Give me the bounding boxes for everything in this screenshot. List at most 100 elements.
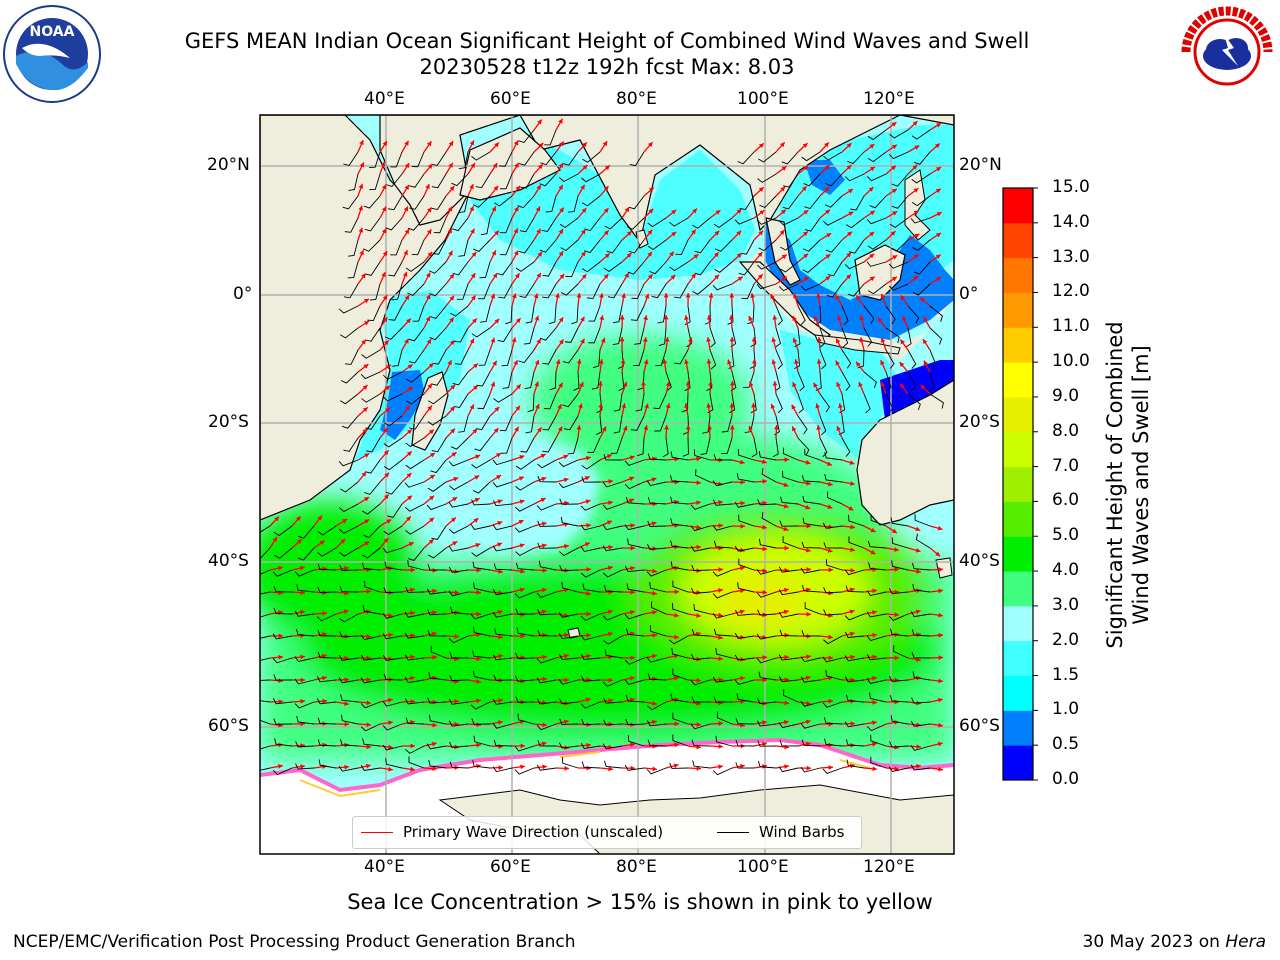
wave-direction-arrowhead [859,337,865,343]
wind-barb [801,541,821,549]
wind-barb [582,151,601,163]
wave-direction-arrowhead [792,382,797,388]
wave-direction-arrowhead [923,316,928,322]
wind-barb [758,239,777,252]
wave-direction-arrowhead [770,403,776,409]
wave-direction-arrowhead [513,228,518,234]
wind-barb [885,305,896,325]
wave-direction-arrowhead [803,165,809,171]
wave-direction-arrowhead [729,403,735,408]
colorbar-segment [1003,501,1033,537]
wind-barb [408,327,425,342]
wind-barb [757,760,777,769]
wind-barb [610,437,623,454]
wind-barb [260,569,271,575]
wind-barb [826,491,843,505]
wind-barb [514,767,535,775]
wind-barb [427,630,447,637]
wind-barb [406,371,425,383]
wave-direction-arrowhead [555,359,561,365]
colorbar-segment [1003,745,1033,781]
wind-barb [709,327,716,348]
wind-barb [913,151,931,165]
wind-barb [822,767,843,774]
wave-direction-arrowhead [729,381,735,386]
wave-direction-arrowhead [344,566,349,571]
wind-barb [721,437,733,455]
wave-direction-arrowhead [870,549,876,555]
wind-barb [885,371,892,392]
wind-barb [405,459,425,470]
wave-direction-arrowhead [935,232,941,238]
wave-direction-arrowhead [891,122,897,127]
lon-tick-bottom-80e: 80°E [616,857,657,877]
wind-barb [758,151,777,163]
wind-barb [387,195,403,211]
wind-barb [911,562,931,571]
wave-direction-arrowhead [519,455,525,460]
wind-barb [647,453,667,461]
wave-direction-arrowhead [542,722,547,728]
wave-direction-arrowhead [684,403,689,408]
wind-barb [542,283,557,299]
wind-barb [501,349,513,367]
wind-barb [712,569,733,577]
wind-barb [729,393,736,414]
wave-direction-arrowhead [696,678,701,683]
wave-direction-arrowhead [559,207,564,213]
wave-direction-arrowhead [671,209,677,215]
wind-barb [891,560,909,571]
wind-barb [602,743,623,750]
wind-barb [757,609,777,616]
wind-barb [260,700,271,703]
colorbar-segment [1003,327,1033,363]
wind-barb [654,415,667,432]
colorbar-tick-label: 9.0 [1052,385,1080,406]
wind-barb [260,613,271,618]
wind-barb [584,239,601,254]
wind-barb [408,547,425,561]
wind-barb [870,734,887,747]
wave-direction-arrowhead [473,518,479,523]
wind-barb [647,497,667,505]
wave-direction-arrowhead [381,272,386,278]
wave-direction-arrowhead [608,500,613,506]
wave-direction-arrowhead [828,567,833,573]
wind-barb [362,738,381,747]
wind-barb [713,628,733,637]
wind-barb [684,371,691,392]
wind-barb [428,393,447,405]
wave-direction-arrowhead [802,143,808,148]
wind-barb [866,654,887,661]
wind-barb [537,542,557,549]
wave-direction-arrowhead [902,316,907,322]
wave-direction-arrowhead [922,339,928,345]
wind-barb [537,629,557,637]
wave-direction-arrowhead [448,250,453,256]
wind-barb [841,349,852,369]
wind-barb [929,327,943,345]
wave-direction-arrowhead [490,337,496,343]
wave-direction-arrowhead [652,766,657,772]
wind-barb [544,129,557,146]
wind-barb [844,613,865,621]
wind-barb [713,453,733,461]
wind-barb [360,677,381,684]
wave-direction-arrowhead [498,698,503,703]
wave-direction-arrowhead [894,655,899,661]
wind-barb [889,217,909,229]
wind-barb [383,587,403,594]
wave-direction-arrowhead [564,544,569,549]
wave-direction-arrowhead [936,123,942,128]
wind-barb [905,327,912,348]
wind-barb [518,349,535,364]
wind-barb [473,582,491,593]
wind-barb [525,305,535,324]
wave-direction-arrowhead [828,655,833,661]
colorbar-tick-label: 3.0 [1052,594,1080,615]
wave-direction-arrowhead [403,250,408,256]
wind-barb [274,547,293,559]
wave-direction-arrowhead [274,516,279,522]
wind-barb [596,393,603,414]
wind-barb [559,217,579,229]
